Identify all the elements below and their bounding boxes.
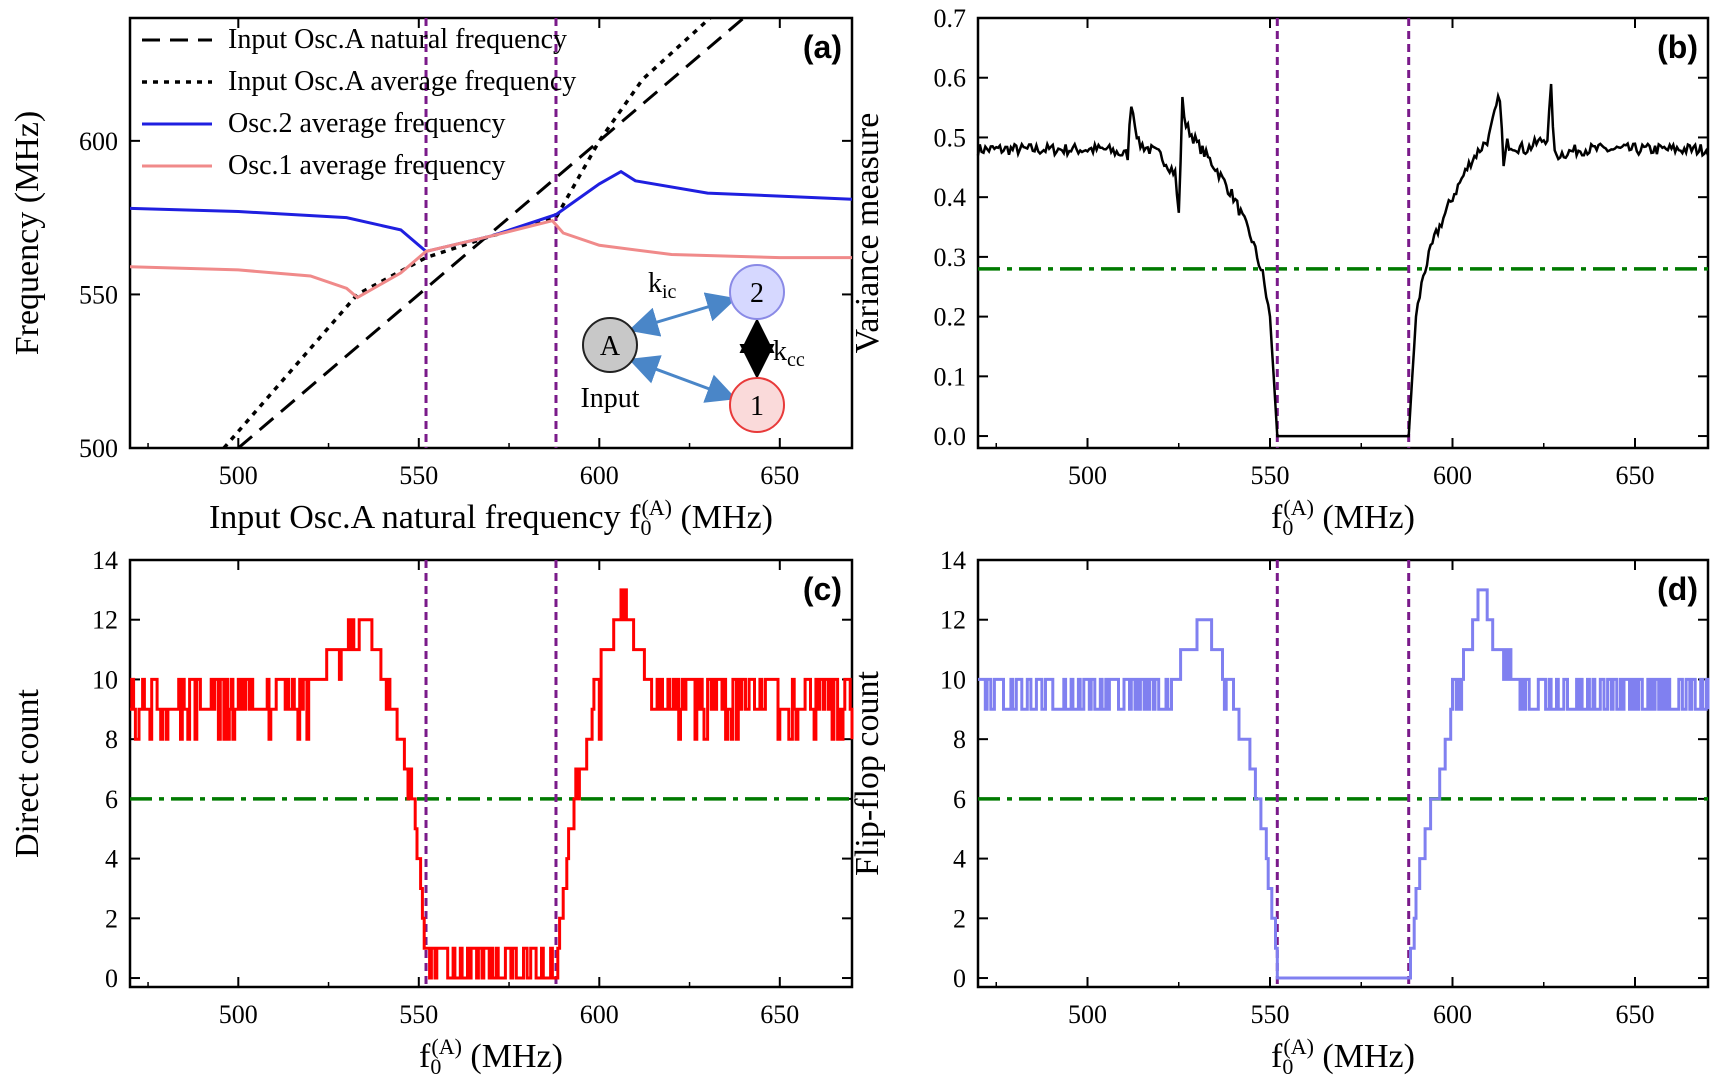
x-tick-label: 500 — [1068, 461, 1107, 490]
x-tick-label: 550 — [1251, 1000, 1290, 1029]
y-tick-label: 0.3 — [934, 243, 967, 272]
coupling-arrow-a2 — [628, 292, 737, 337]
y-tick-label: 8 — [105, 725, 118, 754]
y-tick-label: 6 — [105, 785, 118, 814]
node-a-circle — [582, 317, 638, 373]
panel-tag: (b) — [1657, 29, 1698, 65]
legend-entry: Osc.2 average frequency — [228, 108, 506, 139]
y-tick-label: 0.4 — [934, 183, 967, 212]
node-1-label: 1 — [750, 391, 764, 422]
y-tick-label: 2 — [953, 904, 966, 933]
series-osc2 — [130, 169, 852, 254]
y-tick-label: 500 — [79, 434, 118, 463]
x-axis-label: f0(A) (MHz) — [1271, 1034, 1415, 1077]
y-tick-label: 0 — [105, 964, 118, 993]
node-2-label: 2 — [750, 278, 764, 309]
y-tick-label: 14 — [92, 546, 118, 575]
panel-tag: (d) — [1657, 571, 1698, 607]
x-tick-label: 650 — [760, 1000, 799, 1029]
y-tick-label: 12 — [92, 606, 118, 635]
x-axis-label: Input Osc.A natural frequency f0(A) (MHz… — [209, 495, 773, 540]
legend-entry: Osc.1 average frequency — [228, 150, 506, 181]
node-1-circle — [729, 377, 785, 433]
x-tick-label: 500 — [219, 461, 258, 490]
y-tick-label: 0.1 — [934, 362, 967, 391]
y-tick-label: 4 — [953, 845, 966, 874]
y-tick-label: 0.5 — [934, 123, 967, 152]
y-tick-label: 0 — [953, 964, 966, 993]
axis-frame — [976, 16, 1710, 450]
x-tick-label: 600 — [580, 1000, 619, 1029]
y-axis-label: Direct count — [9, 688, 46, 858]
x-tick-label: 650 — [1616, 461, 1655, 490]
series-direct-count — [130, 588, 854, 980]
y-tick-label: 14 — [940, 546, 966, 575]
series-natural-frequency — [237, 18, 747, 448]
node-a-label: A — [600, 331, 621, 362]
panel-tag: (a) — [803, 29, 842, 65]
panel-c: 500 550 600 650 0 2 4 6 8 10 12 14 (c) f0(A) (MHz) Dir… — [9, 546, 854, 1077]
axis-frame — [976, 558, 1710, 989]
y-tick-label: 10 — [92, 665, 118, 694]
x-tick-label: 500 — [219, 1000, 258, 1029]
x-tick-label: 600 — [580, 461, 619, 490]
y-tick-label: 0.2 — [934, 303, 967, 332]
y-tick-label: 0.7 — [934, 4, 967, 33]
x-tick-label: 650 — [1616, 1000, 1655, 1029]
x-tick-label: 600 — [1433, 461, 1472, 490]
panel-d: 500 550 600 650 0 2 4 6 8 10 12 14 (d) f0(A) (MHz) Fli… — [849, 546, 1710, 1077]
plot-area-a — [130, 18, 852, 448]
legend-entry: Input Osc.A natural frequency — [228, 24, 567, 55]
y-tick-label: 12 — [940, 606, 966, 635]
panel-a: 500 550 600 650 500 550 600 (a) Input Osc.A natu… — [9, 16, 854, 540]
node-2-circle — [729, 264, 785, 320]
axis-frame — [128, 558, 854, 989]
y-tick-label: 0.6 — [934, 64, 967, 93]
series-osc1 — [130, 219, 852, 300]
y-tick-label: 4 — [105, 845, 118, 874]
y-tick-label: 0.0 — [934, 422, 967, 451]
axis-frame — [128, 16, 854, 450]
coupling-arrow-a1 — [628, 355, 737, 403]
x-tick-label: 600 — [1433, 1000, 1472, 1029]
x-axis-label: f0(A) (MHz) — [1271, 495, 1415, 540]
x-axis-label: f0(A) (MHz) — [419, 1034, 563, 1077]
panel-tag: (c) — [803, 571, 842, 607]
input-caption: Input — [580, 383, 639, 414]
kic-label: kic — [648, 268, 677, 303]
y-axis-label: Frequency (MHz) — [9, 111, 46, 356]
y-tick-label: 8 — [953, 725, 966, 754]
x-tick-label: 550 — [1251, 461, 1290, 490]
kcc-label: kcc — [773, 336, 805, 371]
series-flipflop-count — [978, 588, 1710, 980]
y-tick-label: 2 — [105, 904, 118, 933]
x-tick-label: 650 — [760, 461, 799, 490]
y-tick-label: 600 — [79, 127, 118, 156]
x-tick-label: 550 — [399, 1000, 438, 1029]
series-variance — [976, 83, 1710, 438]
y-tick-label: 550 — [79, 280, 118, 309]
y-axis-label: Flip-flop count — [849, 670, 886, 875]
y-tick-label: 10 — [940, 665, 966, 694]
y-axis-label: Variance measure — [849, 113, 886, 354]
legend-entry: Input Osc.A average frequency — [228, 66, 576, 97]
x-tick-label: 550 — [399, 461, 438, 490]
panel-b: 500 550 600 650 0.0 0.1 0.2 0.3 0.4 0.5 0.6 0.7 (b) f… — [849, 4, 1710, 540]
y-tick-label: 6 — [953, 785, 966, 814]
x-tick-label: 500 — [1068, 1000, 1107, 1029]
